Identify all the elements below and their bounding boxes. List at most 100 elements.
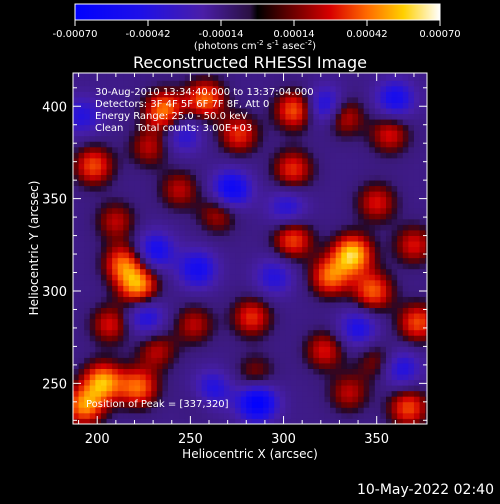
heatmap-cell bbox=[240, 363, 247, 369]
heatmap-cell bbox=[402, 97, 409, 103]
heatmap-cell bbox=[391, 80, 398, 87]
heatmap-cell bbox=[313, 412, 320, 419]
heatmap-cell bbox=[318, 152, 325, 159]
heatmap-cell bbox=[263, 368, 270, 375]
heatmap-cell bbox=[134, 218, 141, 225]
heatmap-cell bbox=[207, 418, 214, 425]
heatmap-cell bbox=[240, 235, 247, 242]
heatmap-cell bbox=[380, 296, 387, 303]
heatmap-cell bbox=[263, 302, 270, 309]
heatmap-cell bbox=[402, 241, 409, 248]
heatmap-cell bbox=[156, 296, 163, 303]
heatmap-cell bbox=[173, 407, 180, 414]
heatmap-cell bbox=[195, 296, 202, 303]
heatmap-cell bbox=[352, 407, 359, 414]
heatmap-cell bbox=[408, 113, 415, 120]
heatmap-cell bbox=[145, 180, 152, 187]
heatmap-cell bbox=[240, 169, 247, 175]
heatmap-cell bbox=[419, 318, 426, 325]
heatmap-cell bbox=[425, 351, 428, 358]
heatmap-cell bbox=[207, 141, 214, 148]
heatmap-cell bbox=[358, 407, 365, 414]
heatmap-cell bbox=[251, 74, 258, 81]
heatmap-cell bbox=[268, 252, 275, 259]
heatmap-cell bbox=[235, 230, 242, 236]
heatmap-cell bbox=[374, 146, 381, 153]
heatmap-cell bbox=[162, 102, 169, 109]
heatmap-cell bbox=[151, 130, 158, 137]
heatmap-cell bbox=[302, 363, 309, 369]
heatmap-cell bbox=[307, 412, 314, 419]
heatmap-cell bbox=[369, 407, 376, 414]
heatmap-cell bbox=[156, 246, 163, 253]
heatmap-cell bbox=[100, 285, 107, 292]
heatmap-cell bbox=[307, 180, 314, 187]
heatmap-cell bbox=[425, 412, 428, 419]
heatmap-cell bbox=[78, 351, 85, 358]
heatmap-cell bbox=[95, 335, 102, 342]
heatmap-cell bbox=[73, 313, 79, 320]
heatmap-cell bbox=[246, 180, 253, 187]
heatmap-cell bbox=[78, 191, 85, 198]
heatmap-cell bbox=[413, 290, 420, 297]
heatmap-cell bbox=[413, 313, 420, 320]
heatmap-cell bbox=[425, 296, 428, 303]
heatmap-cell bbox=[419, 218, 426, 225]
heatmap-cell bbox=[386, 290, 392, 297]
heatmap-cell bbox=[73, 91, 79, 98]
heatmap-cell bbox=[386, 390, 392, 397]
heatmap-cell bbox=[302, 241, 309, 248]
heatmap-cell bbox=[352, 130, 359, 137]
heatmap-cell bbox=[162, 246, 169, 253]
heatmap-cell bbox=[240, 351, 247, 358]
heatmap-cell bbox=[218, 169, 225, 175]
heatmap-cell bbox=[363, 119, 370, 126]
heatmap-cell bbox=[151, 146, 158, 153]
heatmap-cell bbox=[190, 191, 197, 198]
heatmap-cell bbox=[162, 307, 169, 314]
heatmap-cell bbox=[279, 196, 286, 203]
heatmap-cell bbox=[246, 130, 253, 137]
heatmap-cell bbox=[240, 274, 247, 281]
heatmap-cell bbox=[397, 329, 404, 336]
heatmap-cell bbox=[151, 174, 158, 181]
heatmap-cell bbox=[341, 368, 348, 375]
heatmap-cell bbox=[140, 85, 147, 92]
heatmap-cell bbox=[190, 418, 197, 425]
heatmap-cell bbox=[100, 180, 107, 187]
heatmap-cell bbox=[117, 296, 124, 303]
heatmap-cell bbox=[95, 230, 102, 236]
heatmap-cell bbox=[313, 73, 320, 76]
heatmap-cell bbox=[173, 102, 180, 109]
heatmap-cell bbox=[229, 246, 236, 253]
heatmap-cell bbox=[408, 307, 415, 314]
heatmap-cell bbox=[374, 191, 381, 198]
colorbar-tick-label: -0.00042 bbox=[126, 29, 171, 40]
heatmap-cell bbox=[156, 302, 163, 309]
heatmap-cell bbox=[386, 202, 392, 209]
heatmap-cell bbox=[290, 368, 297, 375]
heatmap-cell bbox=[128, 235, 135, 242]
heatmap-cell bbox=[117, 329, 124, 336]
heatmap-cell bbox=[413, 335, 420, 342]
heatmap-cell bbox=[419, 268, 426, 275]
heatmap-cell bbox=[73, 152, 79, 159]
heatmap-cell bbox=[168, 146, 175, 153]
heatmap-cell bbox=[223, 335, 230, 342]
heatmap-cell bbox=[369, 74, 376, 81]
heatmap-cell bbox=[89, 196, 96, 203]
heatmap-cell bbox=[302, 191, 309, 198]
heatmap-cell bbox=[374, 73, 381, 76]
heatmap-cell bbox=[134, 279, 141, 286]
heatmap-cell bbox=[374, 290, 381, 297]
heatmap-cell bbox=[374, 379, 381, 386]
heatmap-cell bbox=[363, 157, 370, 164]
heatmap-cell bbox=[106, 351, 113, 358]
heatmap-cell bbox=[263, 335, 270, 342]
heatmap-cell bbox=[419, 396, 426, 403]
heatmap-cell bbox=[212, 124, 219, 131]
heatmap-cell bbox=[285, 396, 292, 403]
heatmap-cell bbox=[184, 113, 191, 120]
heatmap-cell bbox=[279, 368, 286, 375]
